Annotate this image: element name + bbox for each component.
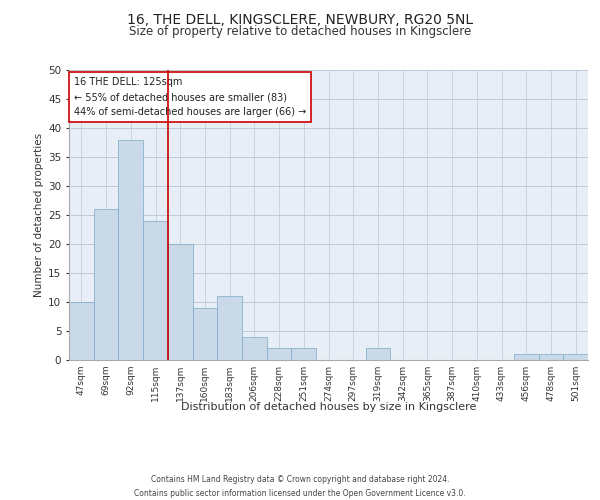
Text: Distribution of detached houses by size in Kingsclere: Distribution of detached houses by size … [181, 402, 476, 412]
Bar [217, 296, 242, 360]
Bar [193, 308, 217, 360]
Bar [168, 244, 193, 360]
Bar [292, 348, 316, 360]
Bar [563, 354, 588, 360]
Bar [143, 221, 168, 360]
Text: 16, THE DELL, KINGSCLERE, NEWBURY, RG20 5NL: 16, THE DELL, KINGSCLERE, NEWBURY, RG20 … [127, 12, 473, 26]
Bar [539, 354, 563, 360]
Bar [69, 302, 94, 360]
Bar [242, 337, 267, 360]
Bar [365, 348, 390, 360]
Bar [514, 354, 539, 360]
Text: Contains HM Land Registry data © Crown copyright and database right 2024.
Contai: Contains HM Land Registry data © Crown c… [134, 476, 466, 498]
Text: 16 THE DELL: 125sqm
← 55% of detached houses are smaller (83)
44% of semi-detach: 16 THE DELL: 125sqm ← 55% of detached ho… [74, 77, 307, 117]
Y-axis label: Number of detached properties: Number of detached properties [34, 133, 44, 297]
Bar [118, 140, 143, 360]
Bar [267, 348, 292, 360]
Text: Size of property relative to detached houses in Kingsclere: Size of property relative to detached ho… [129, 25, 471, 38]
Bar [94, 209, 118, 360]
